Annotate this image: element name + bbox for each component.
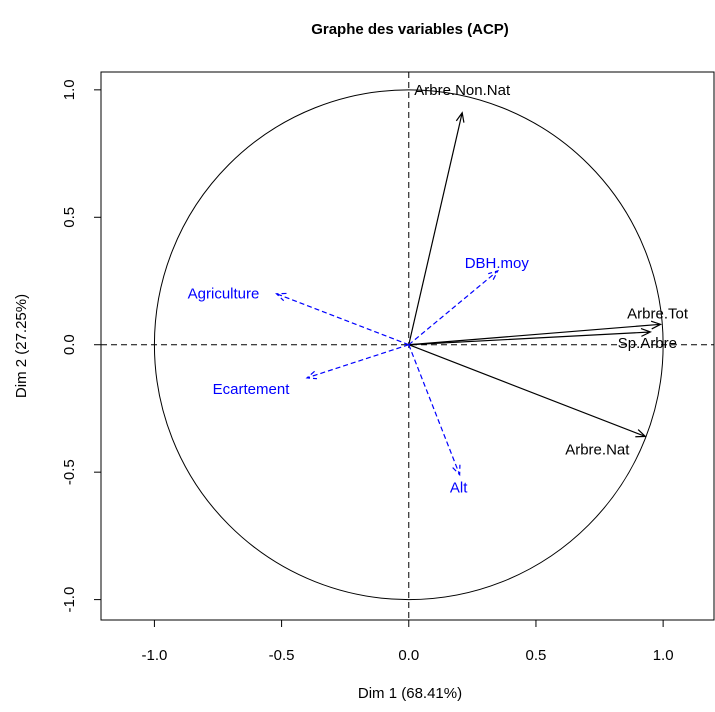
variable-arrow	[408, 111, 465, 345]
y-tick-label: -0.5	[61, 459, 78, 485]
variable-label: Arbre.Tot	[627, 305, 689, 322]
variable-arrow	[408, 344, 461, 477]
variable-arrow	[275, 292, 409, 346]
y-tick-label: 0.0	[61, 334, 78, 355]
y-tick-label: 1.0	[61, 79, 78, 100]
y-axis-label: Dim 2 (27.25%)	[13, 294, 30, 398]
y-tick-label: -1.0	[61, 587, 78, 613]
variable-label: Sp.Arbre	[618, 335, 677, 352]
x-axis-label: Dim 1 (68.41%)	[358, 685, 462, 702]
x-tick-label: 0.0	[398, 647, 419, 664]
y-tick-label: 0.5	[61, 207, 78, 228]
variable-label: DBH.moy	[465, 255, 530, 272]
variable-label: Agriculture	[188, 286, 260, 303]
variable-arrow	[408, 269, 499, 346]
x-tick-label: 0.5	[526, 647, 547, 664]
variable-label: Ecartement	[213, 381, 291, 398]
chart-title: Graphe des variables (ACP)	[311, 21, 509, 38]
x-tick-label: 1.0	[653, 647, 674, 664]
variable-label: Arbre.Nat	[565, 441, 630, 458]
unit-circle	[153, 89, 664, 601]
x-tick-label: -1.0	[141, 647, 167, 664]
variable-arrow	[305, 344, 409, 380]
variable-label: Arbre.Non.Nat	[414, 82, 511, 99]
x-tick-label: -0.5	[269, 647, 295, 664]
variable-arrow	[408, 344, 647, 438]
plot-frame	[100, 71, 715, 621]
variable-arrow	[408, 328, 652, 346]
variable-label: Alt	[450, 480, 468, 497]
variable-arrow	[408, 320, 663, 346]
